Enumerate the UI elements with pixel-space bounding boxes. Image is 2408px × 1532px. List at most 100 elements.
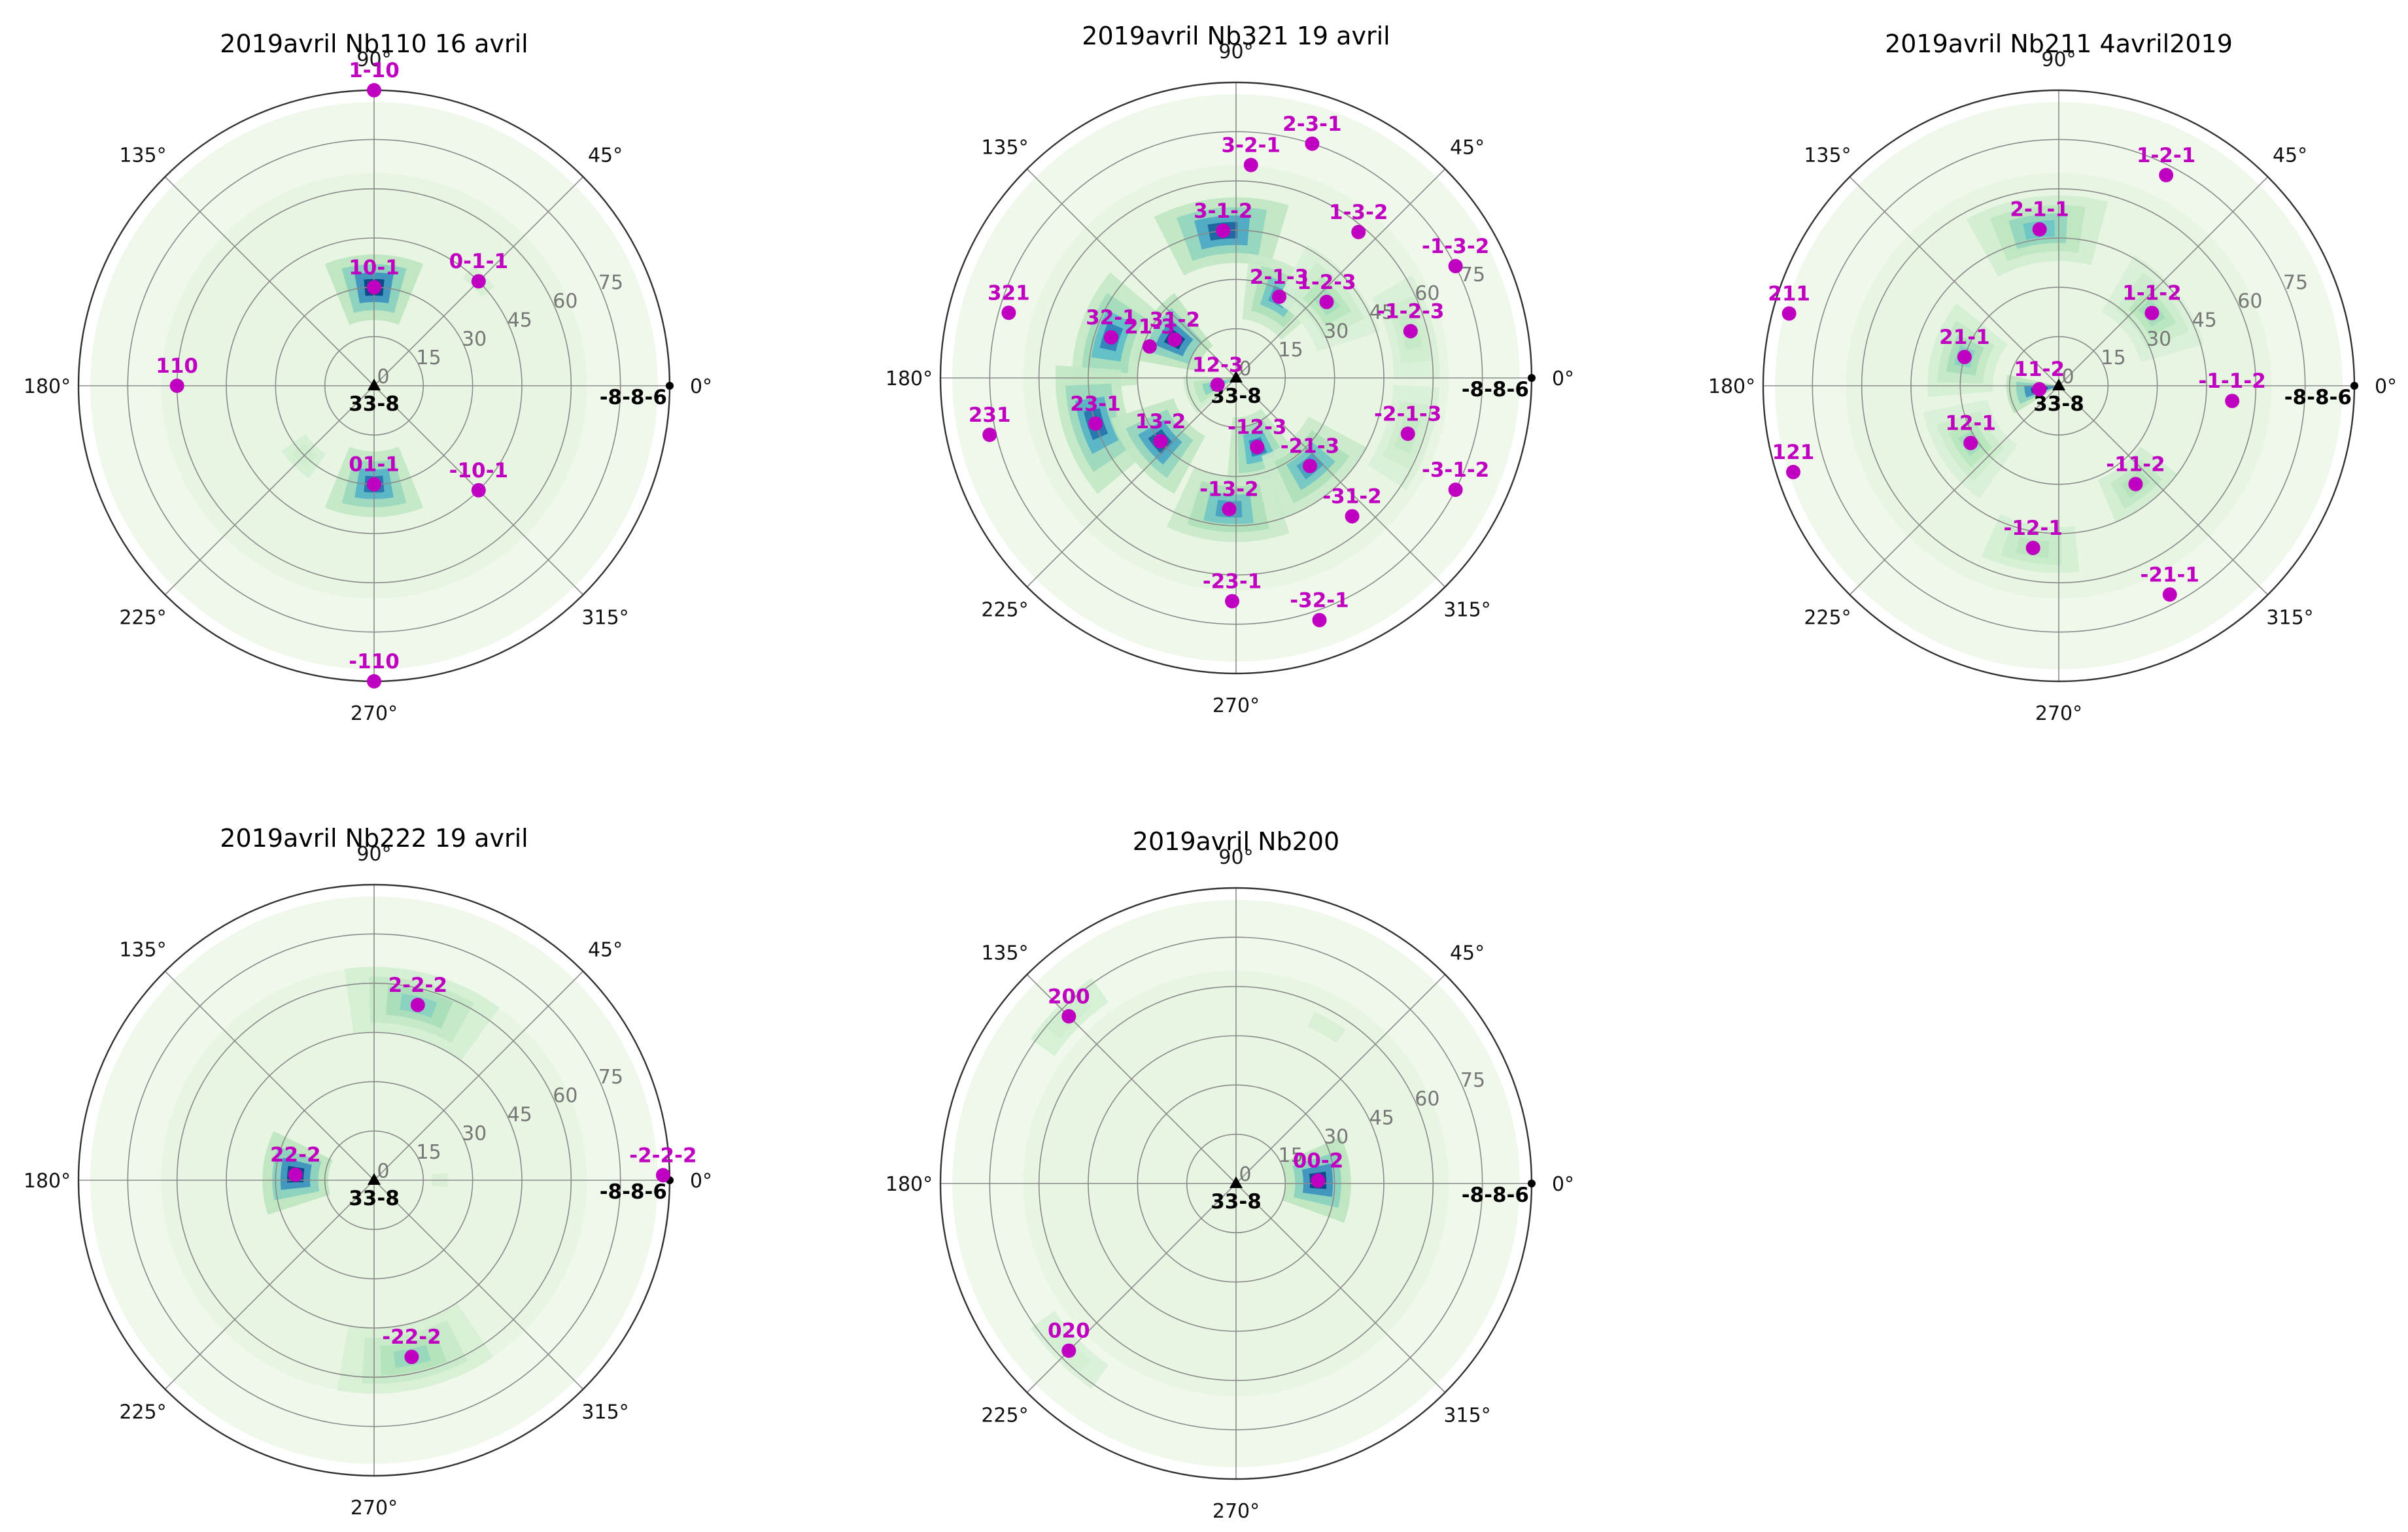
pole-marker-11 <box>2025 541 2040 556</box>
radial-tick-45: 45 <box>2192 309 2217 332</box>
chart-title: 2019avril Nb110 16 avril <box>220 29 528 58</box>
angle-tick-315: 315° <box>581 1401 628 1424</box>
angle-tick-225: 225° <box>981 599 1028 622</box>
edge-marker <box>2350 382 2358 390</box>
pole-marker-3 <box>2144 305 2159 320</box>
radial-tick-30: 30 <box>1324 1125 1349 1148</box>
edge-label: -8-8-6 <box>2284 386 2352 409</box>
pole-marker-2 <box>1243 158 1258 173</box>
radial-tick-75: 75 <box>2283 271 2308 294</box>
radial-tick-15: 15 <box>417 1141 441 1164</box>
radial-tick-75: 75 <box>1460 264 1485 286</box>
polar-chart-1: 2019avril Nb110 16 avril 0° 45° 90° 135° 180°… <box>24 29 712 725</box>
pole-marker-4 <box>1448 258 1463 273</box>
pole-marker-7 <box>1272 289 1287 304</box>
pole-label-14: 231 <box>969 403 1011 427</box>
pole-marker-9 <box>1167 332 1182 347</box>
angle-tick-315: 315° <box>1443 1404 1490 1427</box>
pole-label-10: -11-2 <box>2106 452 2165 476</box>
angle-tick-45: 45° <box>588 938 623 961</box>
chart-title: 2019avril Nb211 4avril2019 <box>1885 29 2233 58</box>
polar-chart-5: 2019avril Nb200 0° 45° 90° 135° 180° 225° 270° 3… <box>886 827 1574 1523</box>
pole-label-18: -3-1-2 <box>1422 458 1489 482</box>
angle-tick-180: 180° <box>24 375 71 398</box>
pole-marker-22 <box>1345 509 1360 524</box>
angle-tick-0: 0° <box>690 375 712 398</box>
angle-tick-180: 180° <box>1708 375 1755 398</box>
radial-tick-0: 0 <box>2061 366 2074 388</box>
pole-marker-7 <box>2225 394 2240 409</box>
pole-marker-2 <box>471 274 486 289</box>
pole-marker-10 <box>2128 477 2143 492</box>
angle-tick-225: 225° <box>119 1401 166 1424</box>
pole-label-13: 12-3 <box>1192 353 1243 377</box>
pole-label-8: 121 <box>1772 441 1815 464</box>
pole-label-24: -32-1 <box>1290 588 1349 612</box>
radial-tick-60: 60 <box>2237 290 2262 313</box>
center-marker <box>368 1173 381 1185</box>
pole-marker-9 <box>1963 435 1978 451</box>
pole-label-7: -110 <box>349 650 400 673</box>
angle-tick-315: 315° <box>1443 599 1490 622</box>
angle-tick-135: 135° <box>981 942 1028 964</box>
angle-tick-45: 45° <box>2273 144 2307 167</box>
edge-marker <box>666 382 674 390</box>
pole-marker-5 <box>1216 223 1231 238</box>
pole-label-12: -21-1 <box>2141 563 2199 587</box>
angle-tick-135: 135° <box>1804 144 1851 167</box>
pole-label-2: 0-1-1 <box>449 250 508 273</box>
pole-label-9: 12-1 <box>1945 412 1996 435</box>
pole-marker-2 <box>2032 222 2047 237</box>
pole-label-2: 2-1-1 <box>2010 198 2069 222</box>
radial-tick-0: 0 <box>1239 358 1251 381</box>
pole-label-2: 3-2-1 <box>1222 133 1281 157</box>
angle-tick-90: 90° <box>1218 846 1253 869</box>
pole-marker-15 <box>1088 416 1103 431</box>
angle-tick-90: 90° <box>1218 41 1253 63</box>
pole-label-3: 020 <box>1048 1319 1090 1343</box>
angle-tick-45: 45° <box>1450 942 1485 964</box>
pole-marker-14 <box>982 427 997 442</box>
pole-label-16: 13-2 <box>1135 410 1186 434</box>
pole-marker-1 <box>367 83 381 97</box>
polar-chart-4: 2019avril Nb222 19 avril 0° 45° 90° 135° 180°… <box>24 824 712 1520</box>
angle-tick-225: 225° <box>119 607 166 630</box>
density-cell-4-4 <box>1307 1012 1346 1044</box>
angle-tick-225: 225° <box>981 1404 1028 1427</box>
pole-label-4: -1-3-2 <box>1422 235 1489 258</box>
angle-tick-135: 135° <box>119 938 166 961</box>
center-marker <box>368 379 381 390</box>
pole-marker-1 <box>1305 136 1320 151</box>
pole-marker-18 <box>1448 483 1463 498</box>
pole-label-17: -2-1-3 <box>1374 402 1441 426</box>
pole-marker-1 <box>1061 1009 1076 1024</box>
pole-marker-3 <box>1351 224 1366 239</box>
pole-marker-2 <box>1311 1173 1326 1188</box>
center-label: 33-8 <box>349 1187 400 1210</box>
pole-label-9: 31-2 <box>1150 308 1201 332</box>
pole-marker-12 <box>1103 330 1118 345</box>
angle-tick-135: 135° <box>981 136 1028 159</box>
pole-marker-10 <box>1142 339 1157 354</box>
pole-label-2: 22-2 <box>270 1144 321 1167</box>
pole-marker-3 <box>655 1168 670 1183</box>
angle-tick-180: 180° <box>886 367 933 390</box>
pole-marker-23 <box>1225 594 1240 609</box>
angle-tick-315: 315° <box>581 607 628 630</box>
pole-marker-3 <box>1061 1343 1076 1358</box>
pole-label-10: 21-3 <box>1124 315 1175 339</box>
center-label: 33-8 <box>2033 392 2084 416</box>
radial-tick-0: 0 <box>377 366 389 388</box>
radial-tick-30: 30 <box>462 328 487 350</box>
pole-label-7: -1-1-2 <box>2199 369 2266 393</box>
pole-marker-12 <box>2162 587 2177 602</box>
pole-marker-19 <box>1250 439 1265 454</box>
pole-marker-4 <box>404 1350 419 1365</box>
angle-tick-90: 90° <box>356 843 391 866</box>
angle-tick-0: 0° <box>690 1170 712 1193</box>
radial-tick-75: 75 <box>598 271 623 294</box>
radial-tick-45: 45 <box>1369 1107 1394 1130</box>
radial-tick-45: 45 <box>507 309 532 332</box>
pole-marker-3 <box>367 280 381 295</box>
